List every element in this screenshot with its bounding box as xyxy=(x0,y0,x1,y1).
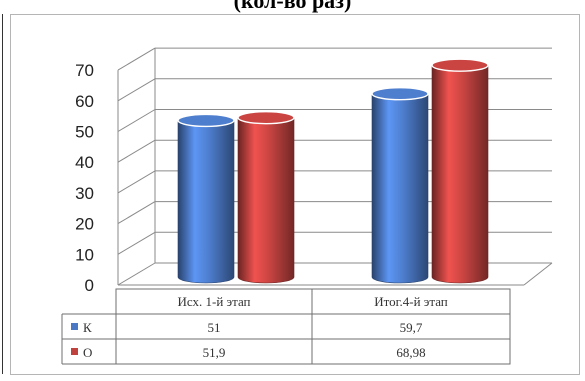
y-tick-label: 40 xyxy=(75,153,94,172)
gridline-side xyxy=(117,231,156,255)
data-value: 68,98 xyxy=(396,345,425,360)
table-border xyxy=(115,288,511,365)
bar-К-0 xyxy=(177,120,235,284)
data-value: 51,9 xyxy=(203,345,226,360)
gridline-side xyxy=(117,201,156,225)
y-tick-label: 0 xyxy=(85,276,94,295)
gridline-side xyxy=(117,109,156,132)
floor-right-edge xyxy=(523,262,553,286)
gridline-side xyxy=(117,47,156,71)
bar-top-К-0 xyxy=(177,113,235,128)
y-tick-label: 20 xyxy=(75,215,94,234)
bar-top-О-1 xyxy=(431,58,489,72)
bar-К-1 xyxy=(371,93,429,284)
y-tick-label: 10 xyxy=(75,245,94,264)
gridline-side xyxy=(117,170,156,194)
y-tick-label: 60 xyxy=(75,92,94,111)
data-value: 51 xyxy=(208,320,221,335)
gridline-side xyxy=(117,139,156,163)
y-tick-label: 30 xyxy=(75,184,94,203)
gridline-side xyxy=(117,78,156,102)
y-tick-label: 50 xyxy=(75,123,94,142)
y-tick-label: 70 xyxy=(75,61,94,80)
bar-top-К-1 xyxy=(371,87,429,101)
bar-О-1 xyxy=(431,64,489,284)
category-label: Исх. 1-й этап xyxy=(178,294,251,309)
legend-label: О xyxy=(83,345,92,360)
legend-swatch xyxy=(71,348,78,355)
category-label: Итог.4-й этап xyxy=(374,294,448,309)
legend-swatch xyxy=(71,323,78,330)
data-value: 59,7 xyxy=(400,320,423,335)
bar-top-О-0 xyxy=(237,110,295,125)
left-border-line xyxy=(2,14,3,374)
chart-title: (кол-во раз) xyxy=(233,0,352,13)
gridline-side xyxy=(117,262,156,286)
bar-О-0 xyxy=(237,117,295,284)
legend-label: К xyxy=(83,320,92,335)
